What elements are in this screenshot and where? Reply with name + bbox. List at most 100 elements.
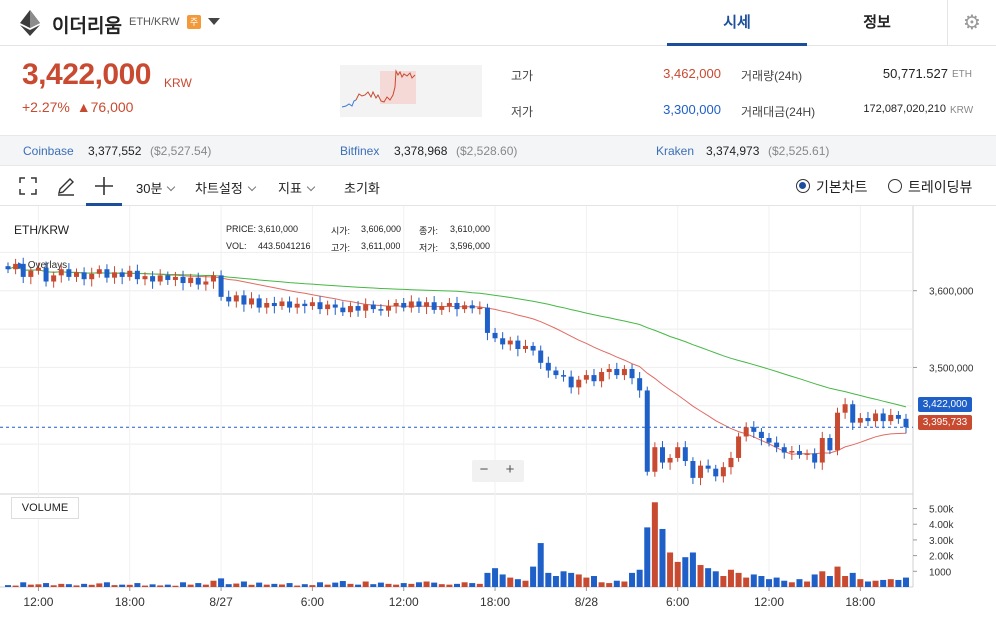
overlays-label: Overlays [27,260,68,271]
indicators-dropdown[interactable]: 지표 [278,178,316,197]
volume-bar [674,561,681,587]
candle-body [873,413,879,422]
low-label: 저가 [511,105,534,119]
volume-bar [484,572,491,587]
exchange-kraken-price: 3,374,973 [706,144,760,158]
volume-bar [735,572,742,587]
coin-name[interactable]: 이더리움 [52,16,122,37]
volume-bar [537,543,544,587]
volume-bar [819,571,826,587]
candle-body [431,302,437,310]
gear-icon[interactable]: ⚙ [947,0,996,46]
pencil-icon[interactable] [55,175,77,197]
ohlc-low-label: 저가: [419,243,439,253]
candle-body [363,304,369,311]
amount-value: 172,087,020,210 [863,103,946,115]
volume-bar [499,574,506,587]
volume-value: 50,771.527 [882,66,948,81]
candle-body [416,301,422,307]
tradingview-label[interactable]: 트레이딩뷰 [908,179,973,195]
candle-body [325,304,331,310]
tradingview-radio[interactable] [888,179,902,193]
volume-bar [309,585,316,587]
ohlc-price-value: 3,610,000 [258,224,299,234]
volume-bar [103,582,110,587]
exchange-coinbase-name[interactable]: Coinbase [23,144,74,158]
volume-bar [796,579,803,587]
volume-tick-label: 3.00k [929,536,954,547]
interval-dropdown[interactable]: 30분 [136,178,176,197]
candle-body [492,332,498,339]
crosshair-tool[interactable] [86,167,122,206]
volume-bar [263,584,270,587]
candle-body [332,304,338,308]
volume-bar [317,582,324,587]
volume-bar [872,580,879,587]
candle-body [355,306,361,311]
current-price: 3,422,000 [22,58,151,91]
volume-bar [446,584,453,587]
candle-body [408,301,414,308]
candle-body [682,447,688,462]
candle-body [690,461,696,478]
candle-body [73,272,79,277]
coin-select-caret-icon[interactable] [208,18,220,25]
zoom-in-button[interactable]: + [505,461,515,478]
reset-button[interactable]: 초기화 [344,181,380,196]
fullscreen-icon[interactable] [17,175,39,197]
ethereum-icon [20,10,40,36]
candle-body [347,306,353,313]
volume-bar [202,584,209,587]
tab-quote[interactable]: 시세 [667,0,807,46]
volume-unit: ETH [952,69,972,80]
candlestick-chart-svg[interactable]: 3,600,000 3,500,000 5.00k 4.00k 3.00k 2.00k 10… [0,206,996,621]
candle-body [796,451,802,455]
chart-settings-dropdown[interactable]: 차트설정 [195,178,257,197]
crosshair-icon [95,177,113,195]
candle-body [370,304,376,310]
exchange-kraken-name[interactable]: Kraken [656,144,695,158]
candle-body [13,263,19,270]
volume-bar [804,581,811,587]
candle-body [644,390,650,472]
zoom-out-button[interactable]: − [479,461,489,478]
volume-bar [278,584,285,587]
basic-chart-radio[interactable] [796,179,810,193]
chart-toolbar: 30분 차트설정 지표 초기화 기본차트 트레이딩뷰 [0,167,996,206]
candle-body [819,438,825,463]
volume-bar [362,581,369,587]
volume-bar [750,574,757,587]
ohlc-open-label: 시가: [331,226,351,236]
volume-bar [347,583,354,587]
candle-body [675,447,681,458]
volume-bar [377,582,384,587]
candle-body [386,306,392,311]
volume-bar [400,583,407,587]
volume-bar [903,577,909,587]
candle-body [28,270,34,277]
volume-bar [43,583,50,587]
candle-body [774,442,780,448]
volume-bar [355,584,362,587]
time-tick-label: 18:00 [480,595,510,609]
candle-body [850,404,856,423]
low-value: 3,300,000 [663,102,721,117]
price-chart[interactable]: 3,600,000 3,500,000 5.00k 4.00k 3.00k 2.00k 10… [0,206,996,621]
volume-bar [438,584,445,587]
volume-bar [225,584,232,587]
volume-bar [408,583,415,587]
candle-body [89,273,95,280]
mini-price-chart [340,65,482,117]
volume-bar [826,576,833,587]
candle-body [462,305,468,310]
candle-body [507,340,513,345]
volume-bar [20,582,27,587]
volume-bar [598,582,605,587]
candle-body [241,295,247,305]
overlays-toggle[interactable]: ▶ Overlays [18,260,67,271]
tab-info[interactable]: 정보 [863,14,891,31]
exchange-bitfinex-name[interactable]: Bitfinex [340,144,380,158]
volume-bar [233,583,240,587]
volume-bar [187,584,194,587]
basic-chart-label[interactable]: 기본차트 [816,179,868,195]
